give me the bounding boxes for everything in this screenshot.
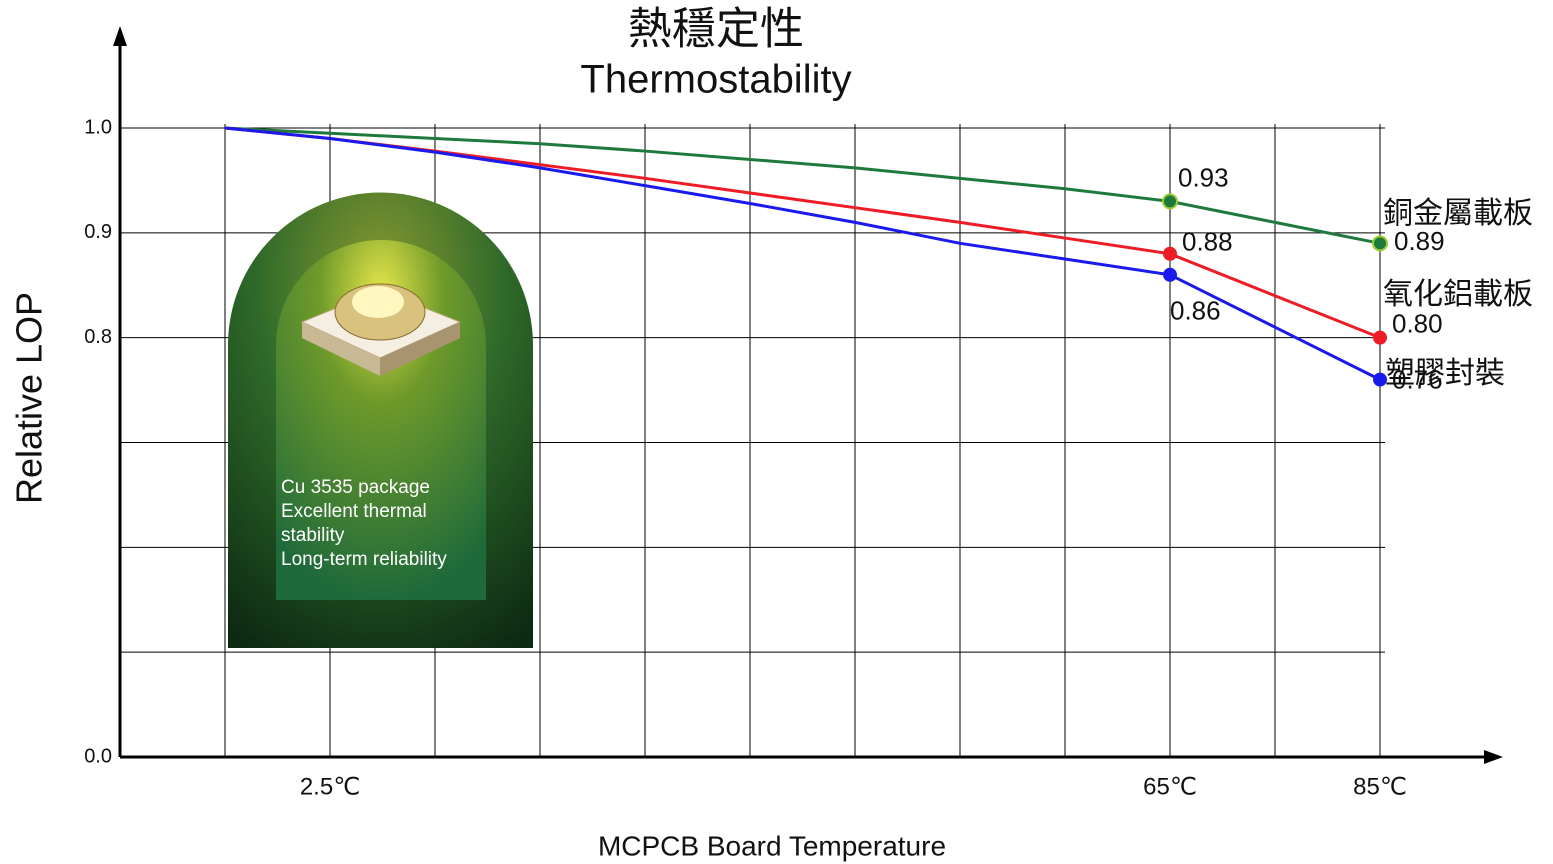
chart: 1.0 0.9 0.8 0.0 2.5℃ 65℃ 85℃ Cu 3535 package Ex… [0,0,1553,864]
value-label: 0.93 [1178,162,1229,192]
annotation-line: Cu 3535 package [281,477,430,498]
y-tick-label: 1.0 [84,116,112,138]
point-marker [1163,247,1177,261]
series-name: 氧化鋁載板 [1383,278,1533,311]
value-label: 0.88 [1182,227,1233,257]
annotation-line: Long-term reliability [281,549,447,570]
x-tick-label: 85℃ [1353,773,1407,800]
x-tick-label: 65℃ [1143,773,1197,800]
y-tick-label: 0.0 [84,745,112,767]
value-label: 0.89 [1394,226,1445,256]
value-label: 0.80 [1392,309,1443,339]
point-marker [1163,194,1177,208]
y-tick-label: 0.8 [84,326,112,348]
point-marker [1373,236,1387,250]
annotation-line: Excellent thermal [281,501,427,522]
chart-title: 熱穩定性 [628,5,804,54]
y-axis-label: Relative LOP [9,292,50,504]
y-arrow [113,26,127,46]
x-axis-label: MCPCB Board Temperature [598,830,946,861]
annotation-line: stability [281,525,345,546]
chart-subtitle: Thermostability [580,58,851,102]
value-label: 0.86 [1170,296,1221,326]
inset-panel: Cu 3535 package Excellent thermal stabilit… [228,193,533,648]
x-tick-label: 2.5℃ [300,773,360,800]
series-name: 銅金屬載板 [1383,197,1533,230]
point-marker [1163,268,1177,282]
point-marker [1373,331,1387,345]
x-arrow [1484,750,1503,764]
led-chip [352,286,404,318]
y-tick-label: 0.9 [84,221,112,243]
series-name: 塑膠封裝 [1385,357,1505,390]
